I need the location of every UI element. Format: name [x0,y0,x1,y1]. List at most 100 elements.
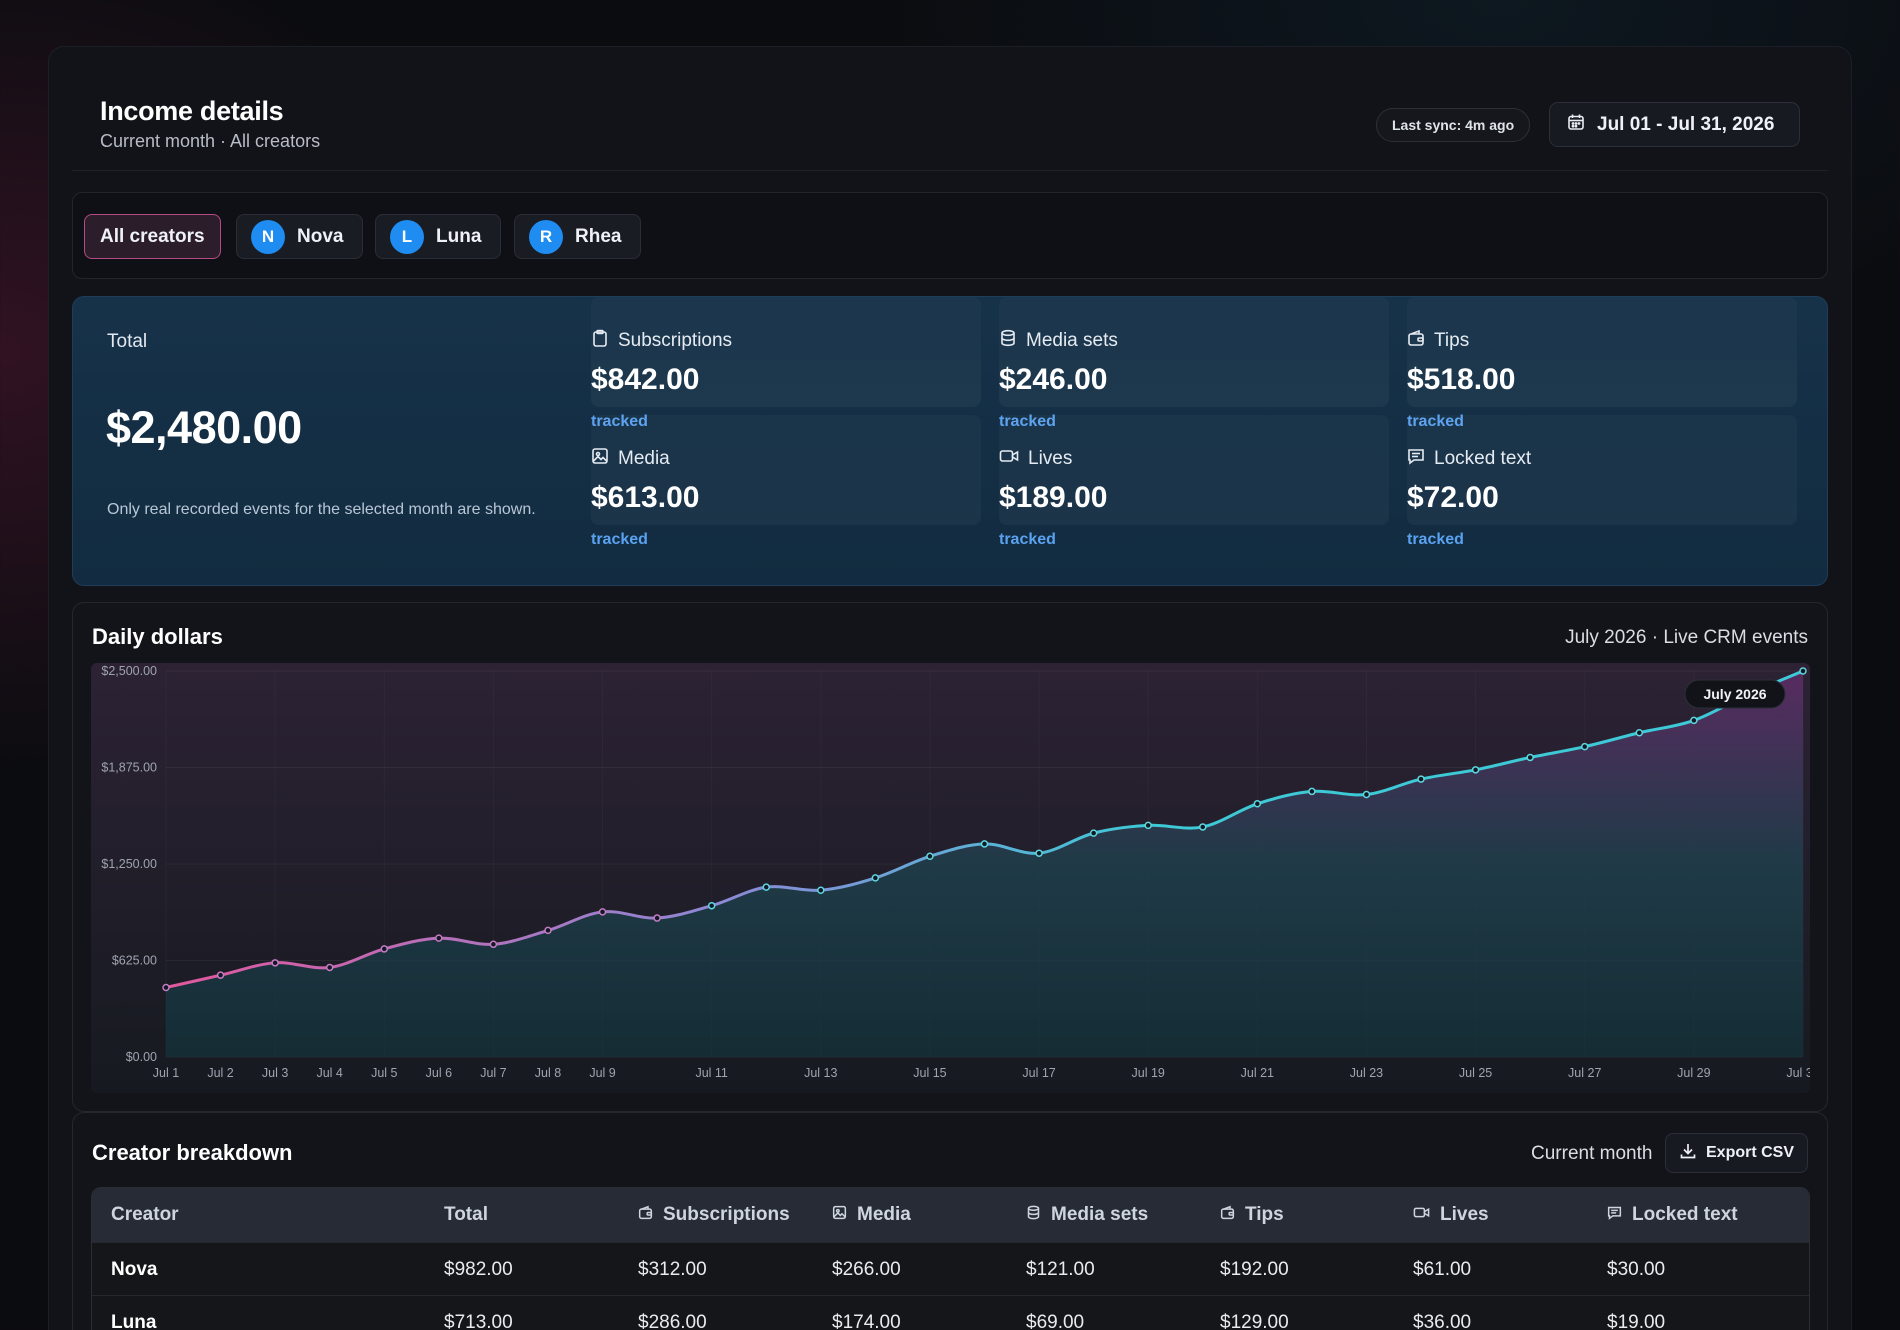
table-header: Creator Total Subscriptions Media Media … [92,1188,1809,1242]
data-point [871,874,880,882]
tab-label: Rhea [575,225,622,247]
x-tick-label: Jul 5 [371,1066,397,1080]
data-point [325,963,334,972]
x-tick-label: Jul 19 [1132,1066,1165,1080]
date-range-label: Jul 01 - Jul 31, 2026 [1597,113,1775,135]
header-divider [72,170,1828,171]
wallet-icon [638,1204,653,1226]
cell-creator: Nova [111,1259,158,1280]
x-tick-label: Jul 6 [426,1066,452,1080]
x-tick-label: Jul 4 [316,1066,342,1080]
date-range-button[interactable]: Jul 01 - Jul 31, 2026 [1549,102,1800,147]
cell-tips: $129.00 [1220,1312,1289,1330]
metric-tag: tracked [999,531,1056,548]
x-tick-label: Jul 3 [262,1066,288,1080]
creator-breakdown-table: Creator Total Subscriptions Media Media … [91,1187,1810,1330]
data-point [1635,729,1644,737]
column-header-media-sets[interactable]: Media sets [1026,1204,1148,1226]
cell-total: $982.00 [444,1259,513,1280]
y-tick-label: $1,875.00 [101,761,157,775]
data-point [598,908,607,916]
tab-nova[interactable]: N Nova [236,214,363,259]
wallet-icon [1220,1204,1235,1226]
tab-all-creators[interactable]: All creators [84,214,221,259]
x-tick-label: Jul 1 [153,1066,179,1080]
cell-media-sets: $121.00 [1026,1259,1095,1280]
metric-value: $246.00 [999,363,1108,396]
data-point [435,934,443,942]
daily-dollars-chart-card: Daily dollars July 2026 · Live CRM event… [72,602,1828,1112]
daily-dollars-chart[interactable]: $0.00 $625.00 $1,250.00 $1,875.00 $2,500.00 J… [91,663,1810,1093]
column-header-locked-text[interactable]: Locked text [1607,1204,1738,1226]
y-tick-label: $625.00 [112,954,157,968]
column-header-subscriptions[interactable]: Subscriptions [638,1204,790,1226]
data-point [1526,753,1534,762]
data-point [1308,787,1316,796]
avatar: N [251,219,285,254]
tab-rhea[interactable]: R Rhea [514,214,641,259]
data-point [1690,716,1698,725]
calendar-icon [1567,113,1585,137]
table-row[interactable]: Luna $713.00 $286.00 $174.00 $69.00 $129… [92,1295,1809,1330]
cell-media: $266.00 [832,1259,901,1280]
data-point [271,959,279,967]
video-icon [1413,1204,1430,1226]
data-point [926,852,934,861]
chart-area [166,671,1803,1057]
message-icon [1607,1204,1622,1226]
image-icon [832,1204,847,1226]
tab-luna[interactable]: L Luna [375,214,501,259]
x-tick-label: Jul 25 [1459,1066,1492,1080]
total-label: Total [107,331,148,352]
x-tick-label: Jul 15 [913,1066,946,1080]
metric-lives: Lives $189.00 tracked [999,415,1389,548]
database-icon [1026,1204,1041,1226]
cell-subscriptions: $312.00 [638,1259,707,1280]
avatar: R [529,219,563,254]
metric-tag: tracked [591,531,648,548]
y-tick-label: $2,500.00 [101,664,157,678]
column-header-total[interactable]: Total [444,1204,488,1225]
x-tick-label: Jul 21 [1241,1066,1274,1080]
creator-breakdown-card: Creator breakdown Current month Export C… [72,1112,1828,1330]
chart-period-badge-label: July 2026 [1703,686,1766,702]
x-tick-label: Jul 7 [480,1066,506,1080]
metric-value: $842.00 [591,363,700,396]
cell-lives: $36.00 [1413,1312,1472,1330]
page-subtitle: Current month · All creators [100,131,321,151]
data-point [1253,800,1262,808]
metric-value: $189.00 [999,481,1108,514]
x-tick-label: Jul 17 [1022,1066,1055,1080]
x-tick-label: Jul 27 [1568,1066,1601,1080]
data-point [380,945,389,953]
table-row[interactable]: Nova $982.00 $312.00 $266.00 $121.00 $19… [92,1242,1809,1295]
y-tick-label: $1,250.00 [101,857,157,871]
column-header-lives[interactable]: Lives [1413,1204,1489,1226]
page-title: Income details [100,96,284,126]
metric-tag: tracked [1407,413,1464,431]
x-tick-label: Jul 31 [1786,1066,1810,1080]
cell-subscriptions: $286.00 [638,1312,707,1330]
metric-media-sets: Media sets $246.00 tracked [999,297,1389,430]
clipboard-icon [591,329,609,353]
data-point [817,886,825,894]
chart-period-badge [1684,679,1786,709]
cell-lives: $61.00 [1413,1259,1472,1280]
column-header-creator[interactable]: Creator [111,1204,179,1225]
data-point [1362,790,1371,799]
data-point [653,914,661,922]
cell-creator: Luna [111,1312,157,1330]
export-csv-button[interactable]: Export CSV [1665,1133,1808,1173]
table-title: Creator breakdown [92,1140,293,1165]
cell-total: $713.00 [444,1312,513,1330]
chart-title: Daily dollars [92,624,223,649]
data-point [544,926,552,935]
column-header-tips[interactable]: Tips [1220,1204,1284,1226]
data-point [1799,667,1807,675]
tab-label: Nova [297,225,344,247]
column-header-media[interactable]: Media [832,1204,911,1226]
data-point [216,971,225,979]
metric-value: $518.00 [1407,363,1516,396]
metric-value: $72.00 [1407,481,1499,514]
chart-subtitle: July 2026 · Live CRM events [1565,627,1808,648]
